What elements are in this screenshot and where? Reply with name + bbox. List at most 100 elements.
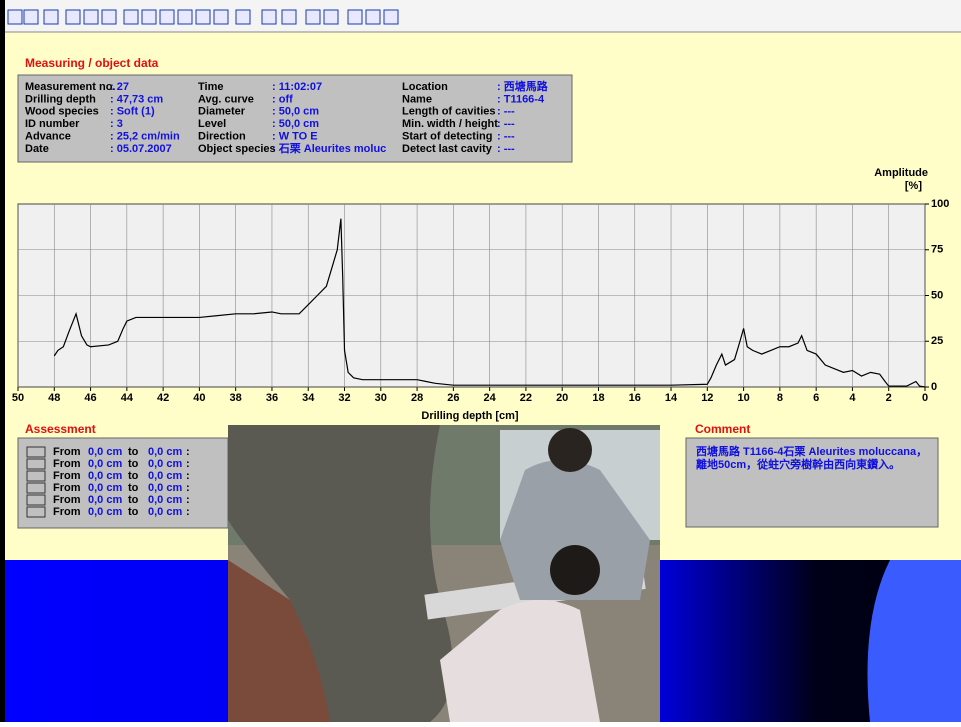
field-label: Object species — [198, 143, 276, 155]
y-tick-label: 0 — [931, 381, 937, 393]
checkbox[interactable] — [27, 495, 45, 505]
assessment-cell: : — [186, 494, 190, 506]
x-tick-label: 14 — [665, 392, 678, 404]
field-value: : off — [272, 93, 293, 105]
field-value: : T1166-4 — [497, 93, 545, 105]
field-value: : 石栗 Aleurites moluc — [272, 142, 386, 155]
field-value: : --- — [497, 143, 515, 155]
y-tick-label: 75 — [931, 244, 943, 256]
footer-shape — [868, 560, 961, 722]
checkbox[interactable] — [27, 447, 45, 457]
comment-text: 西塘馬路 T1166-4石栗 Aleurites moluccana， — [696, 444, 927, 458]
field-value: : 50,0 cm — [272, 106, 319, 118]
photo-head — [548, 428, 592, 472]
assessment-cell: From — [53, 494, 81, 506]
section-title: Measuring / object data — [25, 56, 159, 70]
toolbar-button[interactable] — [366, 10, 380, 24]
assessment-cell: 0,0 cm — [88, 470, 122, 482]
field-value: : 27 — [110, 81, 129, 93]
field-label: ID number — [25, 118, 80, 130]
field-value: : 3 — [110, 118, 123, 130]
x-tick-label: 26 — [447, 392, 459, 404]
field-value: : 25,2 cm/min — [110, 131, 180, 143]
assessment-cell: to — [128, 506, 139, 518]
assessment-cell: From — [53, 470, 81, 482]
toolbar-button[interactable] — [84, 10, 98, 24]
x-tick-label: 40 — [193, 392, 205, 404]
checkbox[interactable] — [27, 471, 45, 481]
toolbar-button[interactable] — [24, 10, 38, 24]
field-label: Avg. curve — [198, 93, 254, 105]
toolbar-button[interactable] — [8, 10, 22, 24]
x-tick-label: 12 — [701, 392, 713, 404]
x-tick-label: 44 — [121, 392, 134, 404]
field-value: : W TO E — [272, 131, 318, 143]
assessment-cell: 0,0 cm — [88, 494, 122, 506]
toolbar-button[interactable] — [142, 10, 156, 24]
field-value: : --- — [497, 106, 515, 118]
y-tick-label: 25 — [931, 335, 943, 347]
checkbox[interactable] — [27, 483, 45, 493]
assessment-cell: 0,0 cm — [88, 482, 122, 494]
y-tick-label: 100 — [931, 198, 949, 210]
toolbar-button[interactable] — [384, 10, 398, 24]
assessment-box — [18, 438, 228, 528]
section-title: Assessment — [25, 422, 96, 436]
toolbar-button[interactable] — [324, 10, 338, 24]
field-value: : 05.07.2007 — [110, 143, 172, 155]
checkbox[interactable] — [27, 507, 45, 517]
field-label: Date — [25, 143, 49, 155]
x-tick-label: 30 — [375, 392, 387, 404]
toolbar-button[interactable] — [178, 10, 192, 24]
app-window: Measuring / object data Assessment Comme… — [0, 0, 961, 722]
y-axis-label: Amplitude — [874, 167, 928, 179]
assessment-cell: : — [186, 470, 190, 482]
x-tick-label: 0 — [922, 392, 928, 404]
x-tick-label: 8 — [777, 392, 783, 404]
assessment-cell: 0,0 cm — [148, 446, 182, 458]
field-label: Name — [402, 93, 432, 105]
assessment-cell: 0,0 cm — [88, 458, 122, 470]
x-tick-label: 28 — [411, 392, 423, 404]
checkbox[interactable] — [27, 459, 45, 469]
toolbar-button[interactable] — [348, 10, 362, 24]
field-label: Time — [198, 81, 223, 93]
toolbar-button[interactable] — [236, 10, 250, 24]
toolbar-button[interactable] — [124, 10, 138, 24]
field-value: : --- — [497, 118, 515, 130]
toolbar-button[interactable] — [196, 10, 210, 24]
assessment-cell: to — [128, 494, 139, 506]
assessment-cell: 0,0 cm — [148, 494, 182, 506]
assessment-cell: : — [186, 458, 190, 470]
field-value: : Soft (1) — [110, 106, 155, 118]
toolbar-button[interactable] — [282, 10, 296, 24]
toolbar-button[interactable] — [44, 10, 58, 24]
assessment-cell: From — [53, 458, 81, 470]
assessment-cell: : — [186, 446, 190, 458]
assessment-cell: From — [53, 482, 81, 494]
assessment-cell: to — [128, 446, 139, 458]
toolbar-button[interactable] — [160, 10, 174, 24]
field-label: Start of detecting — [402, 131, 492, 143]
toolbar-button[interactable] — [66, 10, 80, 24]
field-value: : 11:02:07 — [272, 81, 322, 93]
field-label: Advance — [25, 131, 71, 143]
x-tick-label: 42 — [157, 392, 169, 404]
photo-head — [550, 545, 600, 595]
field-value: : --- — [497, 131, 515, 143]
x-tick-label: 16 — [629, 392, 641, 404]
y-axis-label: [%] — [905, 180, 922, 192]
assessment-cell: 0,0 cm — [88, 446, 122, 458]
assessment-cell: to — [128, 458, 139, 470]
toolbar-button[interactable] — [306, 10, 320, 24]
field-label: Direction — [198, 131, 246, 143]
x-tick-label: 32 — [338, 392, 350, 404]
toolbar-button[interactable] — [102, 10, 116, 24]
x-tick-label: 6 — [813, 392, 819, 404]
field-label: Wood species — [25, 106, 99, 118]
x-tick-label: 2 — [886, 392, 892, 404]
x-tick-label: 10 — [737, 392, 749, 404]
toolbar-button[interactable] — [262, 10, 276, 24]
toolbar-button[interactable] — [214, 10, 228, 24]
photo — [228, 425, 660, 722]
